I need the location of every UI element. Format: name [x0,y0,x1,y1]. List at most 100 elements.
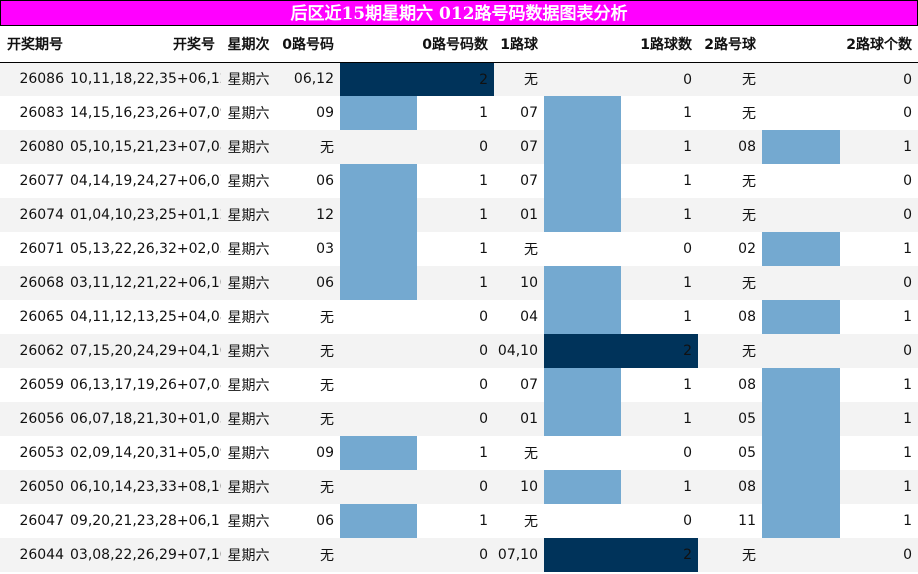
table-row: 26053 02,09,14,20,31+05,09 星期六 09 1 无 0 05 1 [0,436,918,470]
route2-cell: 08 [698,130,762,164]
route1-cell: 无 [494,232,544,266]
table-row: 26059 06,13,17,19,26+07,08 星期六无 0 07 1 08 1 [0,368,918,402]
route0-count-cell-label: 0 [479,377,488,393]
route1-count-cell-label: 0 [683,241,692,257]
route2-cell: 无 [698,538,762,572]
route2-count-cell: 0 [762,164,918,198]
weekday-cell: 星期六 [221,164,276,198]
weekday-cell: 星期六 [221,232,276,266]
table-row: 26074 01,04,10,23,25+01,12 星期六 12 1 01 1 无 0 [0,198,918,232]
route1-count-cell-bar [544,334,698,368]
route2-count-cell-bar [762,436,840,470]
route2-count-cell-label: 0 [903,105,912,121]
route2-cell: 02 [698,232,762,266]
period-cell: 26059 [0,368,70,402]
route2-cell: 05 [698,436,762,470]
numbers-cell: 04,11,12,13,25+04,08 [70,300,221,334]
table-row: 26080 05,10,15,21,23+07,08 星期六无 0 07 1 08 1 [0,130,918,164]
period-cell: 26050 [0,470,70,504]
route2-cell: 11 [698,504,762,538]
route1-count-cell: 1 [544,164,698,198]
route1-count-cell: 1 [544,300,698,334]
numbers-cell: 05,10,15,21,23+07,08 [70,130,221,164]
route1-count-cell-label: 1 [683,377,692,393]
route1-count-cell-bar [544,300,621,334]
route0-count-cell-bar [340,198,417,232]
route2-count-cell: 1 [762,300,918,334]
numbers-cell: 06,13,17,19,26+07,08 [70,368,221,402]
weekday-cell: 星期六 [221,130,276,164]
route0-cell: 03 [276,232,340,266]
weekday-cell: 星期六 [221,266,276,300]
route2-count-cell-label: 1 [903,411,912,427]
table-row: 26050 06,10,14,23,33+08,10 星期六无 0 10 1 08 1 [0,470,918,504]
route2-cell: 无 [698,334,762,368]
route0-count-cell: 1 [340,96,494,130]
route2-count-cell-label: 0 [903,207,912,223]
period-cell: 26053 [0,436,70,470]
route0-cell: 06,12 [276,62,340,96]
numbers-cell: 03,08,22,26,29+07,10 [70,538,221,572]
route1-count-cell-label: 0 [683,513,692,529]
route0-count-cell-label: 0 [479,343,488,359]
period-cell: 26077 [0,164,70,198]
route1-cell: 无 [494,436,544,470]
route2-count-cell: 0 [762,334,918,368]
route1-count-cell-bar [544,470,621,504]
route2-count-cell: 0 [762,538,918,572]
route0-count-cell-label: 1 [479,241,488,257]
route0-count-cell: 1 [340,436,494,470]
route0-count-cell-label: 1 [479,105,488,121]
header-route1-count: 1路球数 [544,26,698,63]
route0-cell: 09 [276,436,340,470]
header-row: 开奖期号 开奖号 星期次 0路号码 0路号码数 1路球 1路球数 2路号球 2路… [0,26,918,63]
period-cell: 26056 [0,402,70,436]
numbers-cell: 06,07,18,21,30+01,05 [70,402,221,436]
route1-count-cell-label: 2 [683,547,692,563]
route2-count-cell-bar [762,504,840,538]
route0-count-cell-label: 0 [479,139,488,155]
route1-count-cell-bar [544,164,621,198]
route0-count-cell: 1 [340,504,494,538]
route0-cell: 无 [276,130,340,164]
route0-count-cell-label: 2 [479,71,488,88]
numbers-cell: 14,15,16,23,26+07,09 [70,96,221,130]
route2-count-cell-bar [762,470,840,504]
route1-count-cell: 1 [544,198,698,232]
route1-count-cell-bar [544,368,621,402]
route2-count-cell: 0 [762,62,918,96]
route0-cell: 无 [276,402,340,436]
route1-cell: 10 [494,470,544,504]
header-weekday: 星期次 [221,26,276,63]
route1-count-cell-label: 0 [683,445,692,461]
weekday-cell: 星期六 [221,368,276,402]
table-row: 26086 10,11,18,22,35+06,12 星期六 06,12 2 无 0 无 0 [0,62,918,96]
route2-count-cell: 0 [762,96,918,130]
table-row: 26083 14,15,16,23,26+07,09 星期六 09 1 07 1 无 0 [0,96,918,130]
route2-count-cell-bar [762,300,840,334]
route2-cell: 无 [698,62,762,96]
table-row: 26071 05,13,22,26,32+02,03 星期六 03 1 无 0 02 1 [0,232,918,266]
route1-count-cell-label: 2 [683,343,692,359]
numbers-cell: 04,14,19,24,27+06,07 [70,164,221,198]
route1-cell: 01 [494,198,544,232]
route0-count-cell-bar [340,232,417,266]
route2-count-cell-label: 1 [903,139,912,155]
route1-cell: 无 [494,504,544,538]
header-route1: 1路球 [494,26,544,63]
route0-cell: 无 [276,300,340,334]
route0-count-cell-label: 1 [479,207,488,223]
table-row: 26062 07,15,20,24,29+04,10 星期六无 0 04,10 2 无 0 [0,334,918,368]
route1-count-cell-bar [544,538,698,572]
route1-count-cell-bar [544,402,621,436]
period-cell: 26047 [0,504,70,538]
route0-count-cell: 0 [340,334,494,368]
route0-count-cell-bar [340,436,417,470]
route2-count-cell: 1 [762,130,918,164]
route1-count-cell-label: 1 [683,105,692,121]
route2-count-cell-label: 1 [903,479,912,495]
weekday-cell: 星期六 [221,436,276,470]
period-cell: 26086 [0,62,70,96]
route0-count-cell-label: 1 [479,513,488,529]
route1-count-cell: 1 [544,368,698,402]
